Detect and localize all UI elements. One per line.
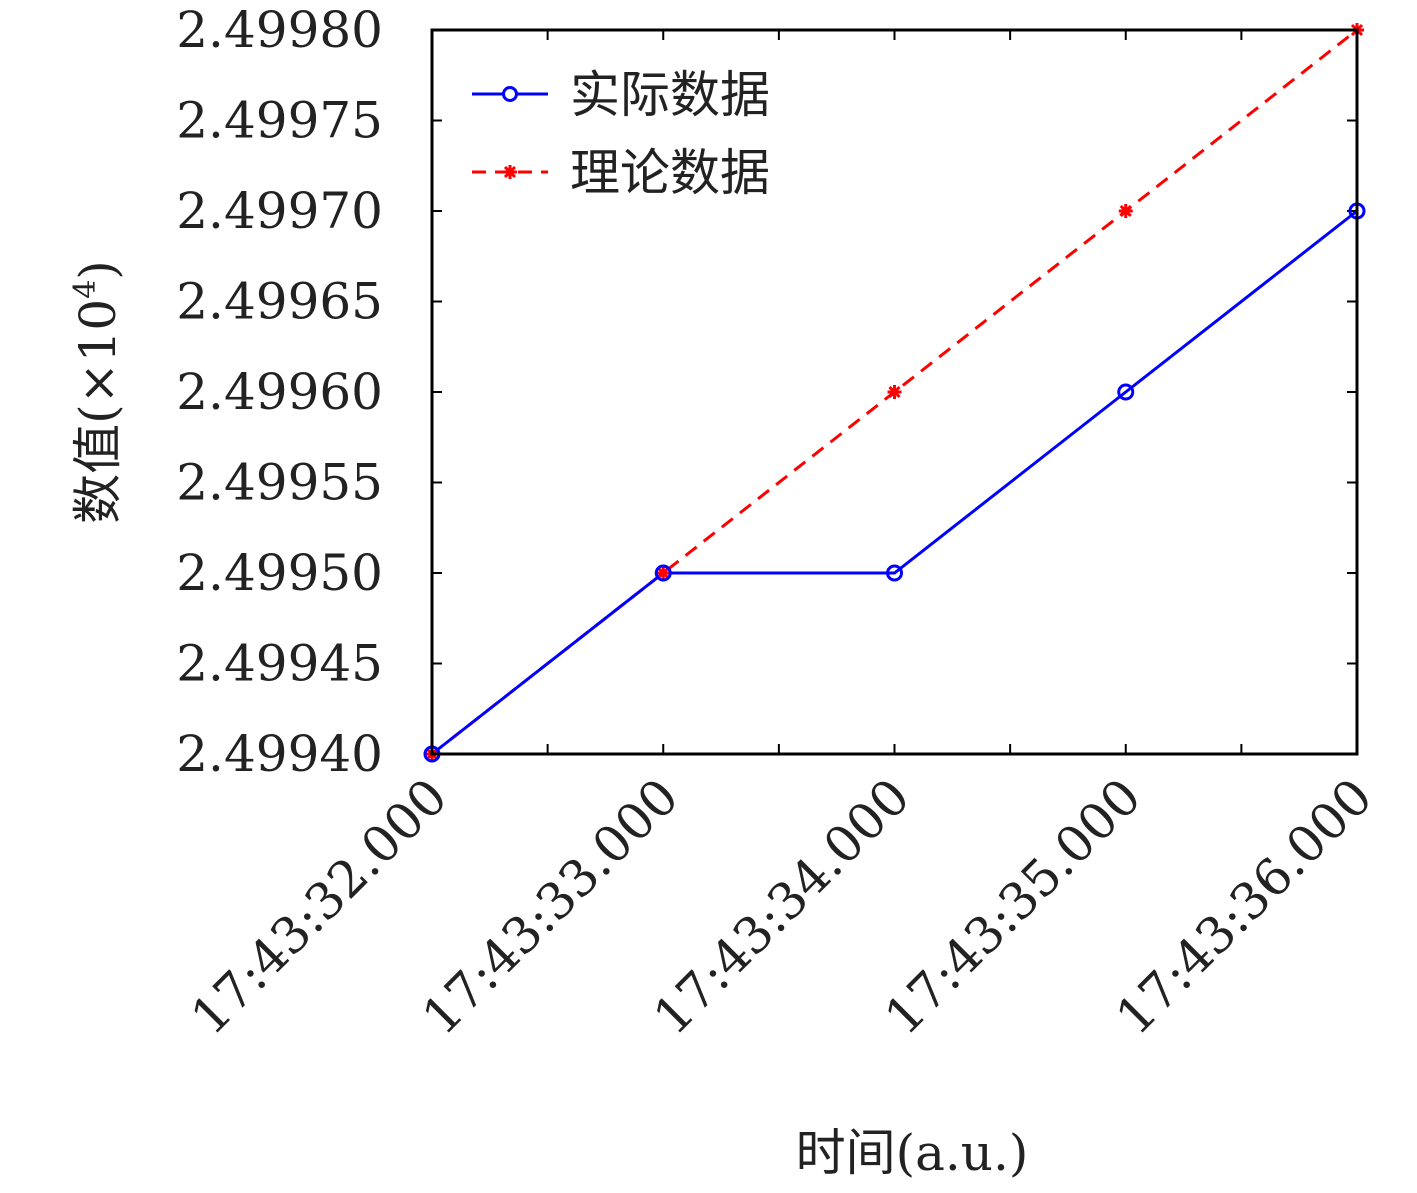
legend-marker-theory xyxy=(503,165,517,179)
legend-item-actual: 实际数据 xyxy=(472,66,770,124)
series-line-0 xyxy=(431,209,1358,756)
x-axis-title: 时间(a.u.) xyxy=(796,1124,1029,1182)
y-axis-ticks: 2.49940 2.49945 2.49950 2.49955 2.49960 2.499… xyxy=(176,1,1357,783)
y-tick-label: 2.49955 xyxy=(176,454,383,512)
data-point-actual xyxy=(654,564,672,582)
y-axis-title-exponent: 4 xyxy=(68,280,103,299)
y-tick-label: 2.49950 xyxy=(176,544,383,602)
data-point-theory xyxy=(656,566,671,580)
data-point-theory xyxy=(1118,204,1133,218)
legend-label-actual: 实际数据 xyxy=(570,66,770,124)
legend-marker-actual xyxy=(502,86,518,102)
plot-area-frame xyxy=(430,28,1359,756)
legend-label-theory: 理论数据 xyxy=(570,144,770,202)
y-axis-title-main: 数值(×10 xyxy=(69,299,127,524)
series-layer xyxy=(423,23,1366,763)
data-point-actual xyxy=(1117,383,1135,401)
y-tick-label: 2.49970 xyxy=(176,182,383,240)
y-tick-label: 2.49940 xyxy=(176,725,383,783)
y-axis-title-close: ) xyxy=(69,260,127,280)
data-point-theory xyxy=(887,385,902,399)
y-tick-label: 2.49960 xyxy=(176,363,383,421)
legend: 实际数据 理论数据 xyxy=(472,66,770,202)
y-tick-label: 2.49945 xyxy=(176,635,383,693)
legend-item-theory: 理论数据 xyxy=(472,144,770,202)
data-point-actual xyxy=(886,564,903,582)
y-axis-title: 数值(×104) xyxy=(68,260,127,524)
y-tick-label: 2.49980 xyxy=(176,1,383,59)
y-tick-label: 2.49965 xyxy=(176,273,383,331)
y-tick-label: 2.49975 xyxy=(176,92,383,150)
